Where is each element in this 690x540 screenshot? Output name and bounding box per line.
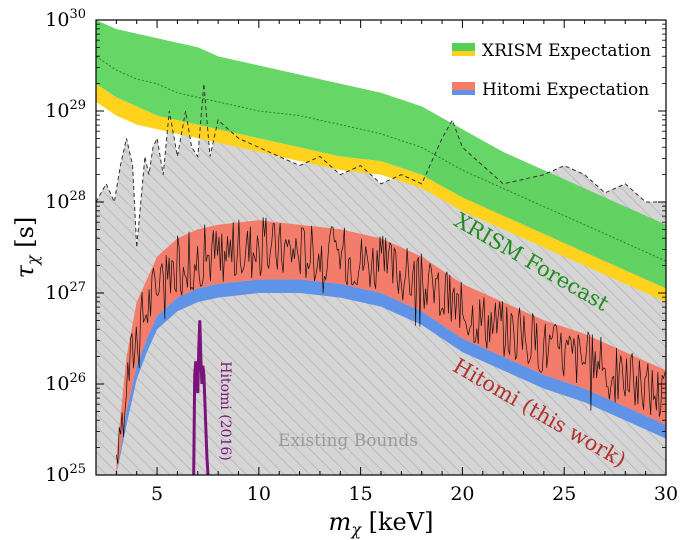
y-tick-label: 1026 — [45, 371, 86, 395]
existing-bounds-boundary — [96, 83, 666, 248]
legend-swatch-bottom — [452, 51, 475, 56]
x-tick-label: 10 — [247, 483, 271, 505]
legend-swatch-top — [452, 82, 475, 90]
hitomi-band-upper — [116, 220, 666, 475]
y-axis-label: τχ [s] — [11, 217, 42, 279]
xrism-median-line — [96, 55, 666, 262]
y-tick-label: 1028 — [45, 189, 86, 213]
xrism-band-upper — [96, 20, 666, 289]
y-tick-label: 1029 — [45, 98, 86, 122]
x-tick-label: 30 — [654, 483, 678, 505]
y-tick-label: 1030 — [45, 7, 86, 31]
hitomi-2016-line — [192, 320, 210, 475]
x-tick-label: 5 — [151, 483, 163, 505]
legend-swatch-bottom — [452, 90, 475, 95]
hitomi-2016-label: Hitomi (2016) — [217, 361, 233, 461]
x-tick-label: 15 — [349, 483, 373, 505]
legend: XRISM Expectation Hitomi Expectation — [452, 41, 651, 100]
existing-bounds-label: Existing Bounds — [278, 431, 418, 451]
legend-label: XRISM Expectation — [482, 41, 651, 61]
legend-item: Hitomi Expectation — [452, 80, 649, 100]
legend-label: Hitomi Expectation — [482, 80, 649, 100]
y-tick-label: 1025 — [45, 462, 86, 486]
legend-swatch-top — [452, 43, 475, 51]
x-tick-label: 20 — [450, 483, 474, 505]
hitomi-limit-line — [116, 217, 666, 465]
legend-item: XRISM Expectation — [452, 41, 651, 61]
plot-area — [96, 20, 666, 475]
y-tick-label: 1027 — [45, 280, 86, 304]
x-tick-label: 25 — [552, 483, 576, 505]
x-axis-label: mχ [keV] — [329, 508, 434, 539]
